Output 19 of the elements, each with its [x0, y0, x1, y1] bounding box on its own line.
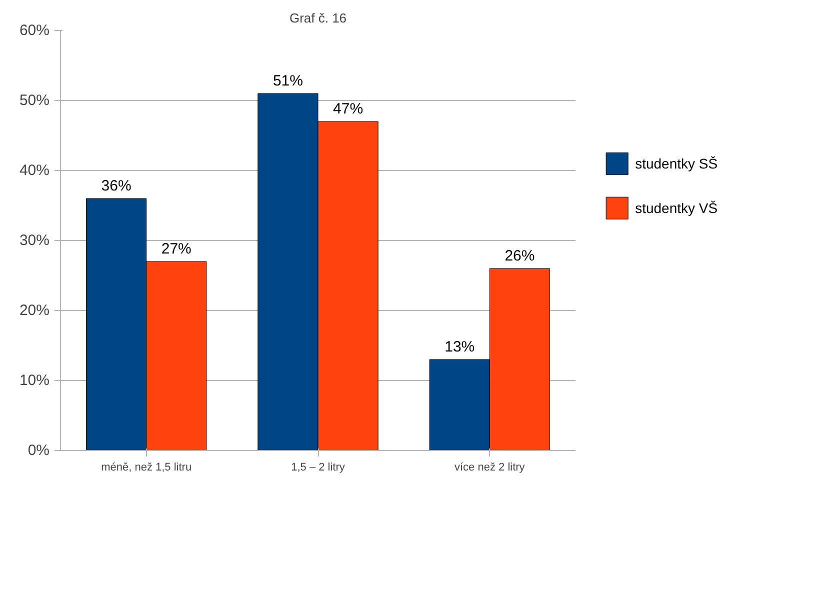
- data-label: 27%: [161, 240, 192, 258]
- chart-title: Graf č. 16: [289, 10, 347, 26]
- y-tick-label: 20%: [19, 302, 50, 319]
- x-tick-label: více než 2 litry: [454, 462, 526, 474]
- x-tick-label: 1,5 – 2 litry: [291, 462, 346, 474]
- data-label: 51%: [272, 72, 303, 90]
- y-tick-label: 0%: [28, 442, 50, 459]
- y-tick-label: 40%: [19, 162, 50, 179]
- y-tick-label: 60%: [19, 22, 50, 39]
- x-tick-label: méně, než 1,5 litru: [101, 462, 192, 474]
- y-tick-label: 50%: [19, 92, 50, 109]
- legend-label: studentky SŠ: [635, 156, 718, 172]
- data-label: 47%: [333, 100, 364, 118]
- y-tick-label: 10%: [19, 372, 50, 389]
- legend-label: studentky VŠ: [635, 200, 718, 216]
- data-label: 36%: [101, 178, 132, 194]
- y-tick-label: 30%: [19, 232, 50, 249]
- data-label: 26%: [504, 248, 535, 264]
- data-label: 13%: [444, 338, 475, 356]
